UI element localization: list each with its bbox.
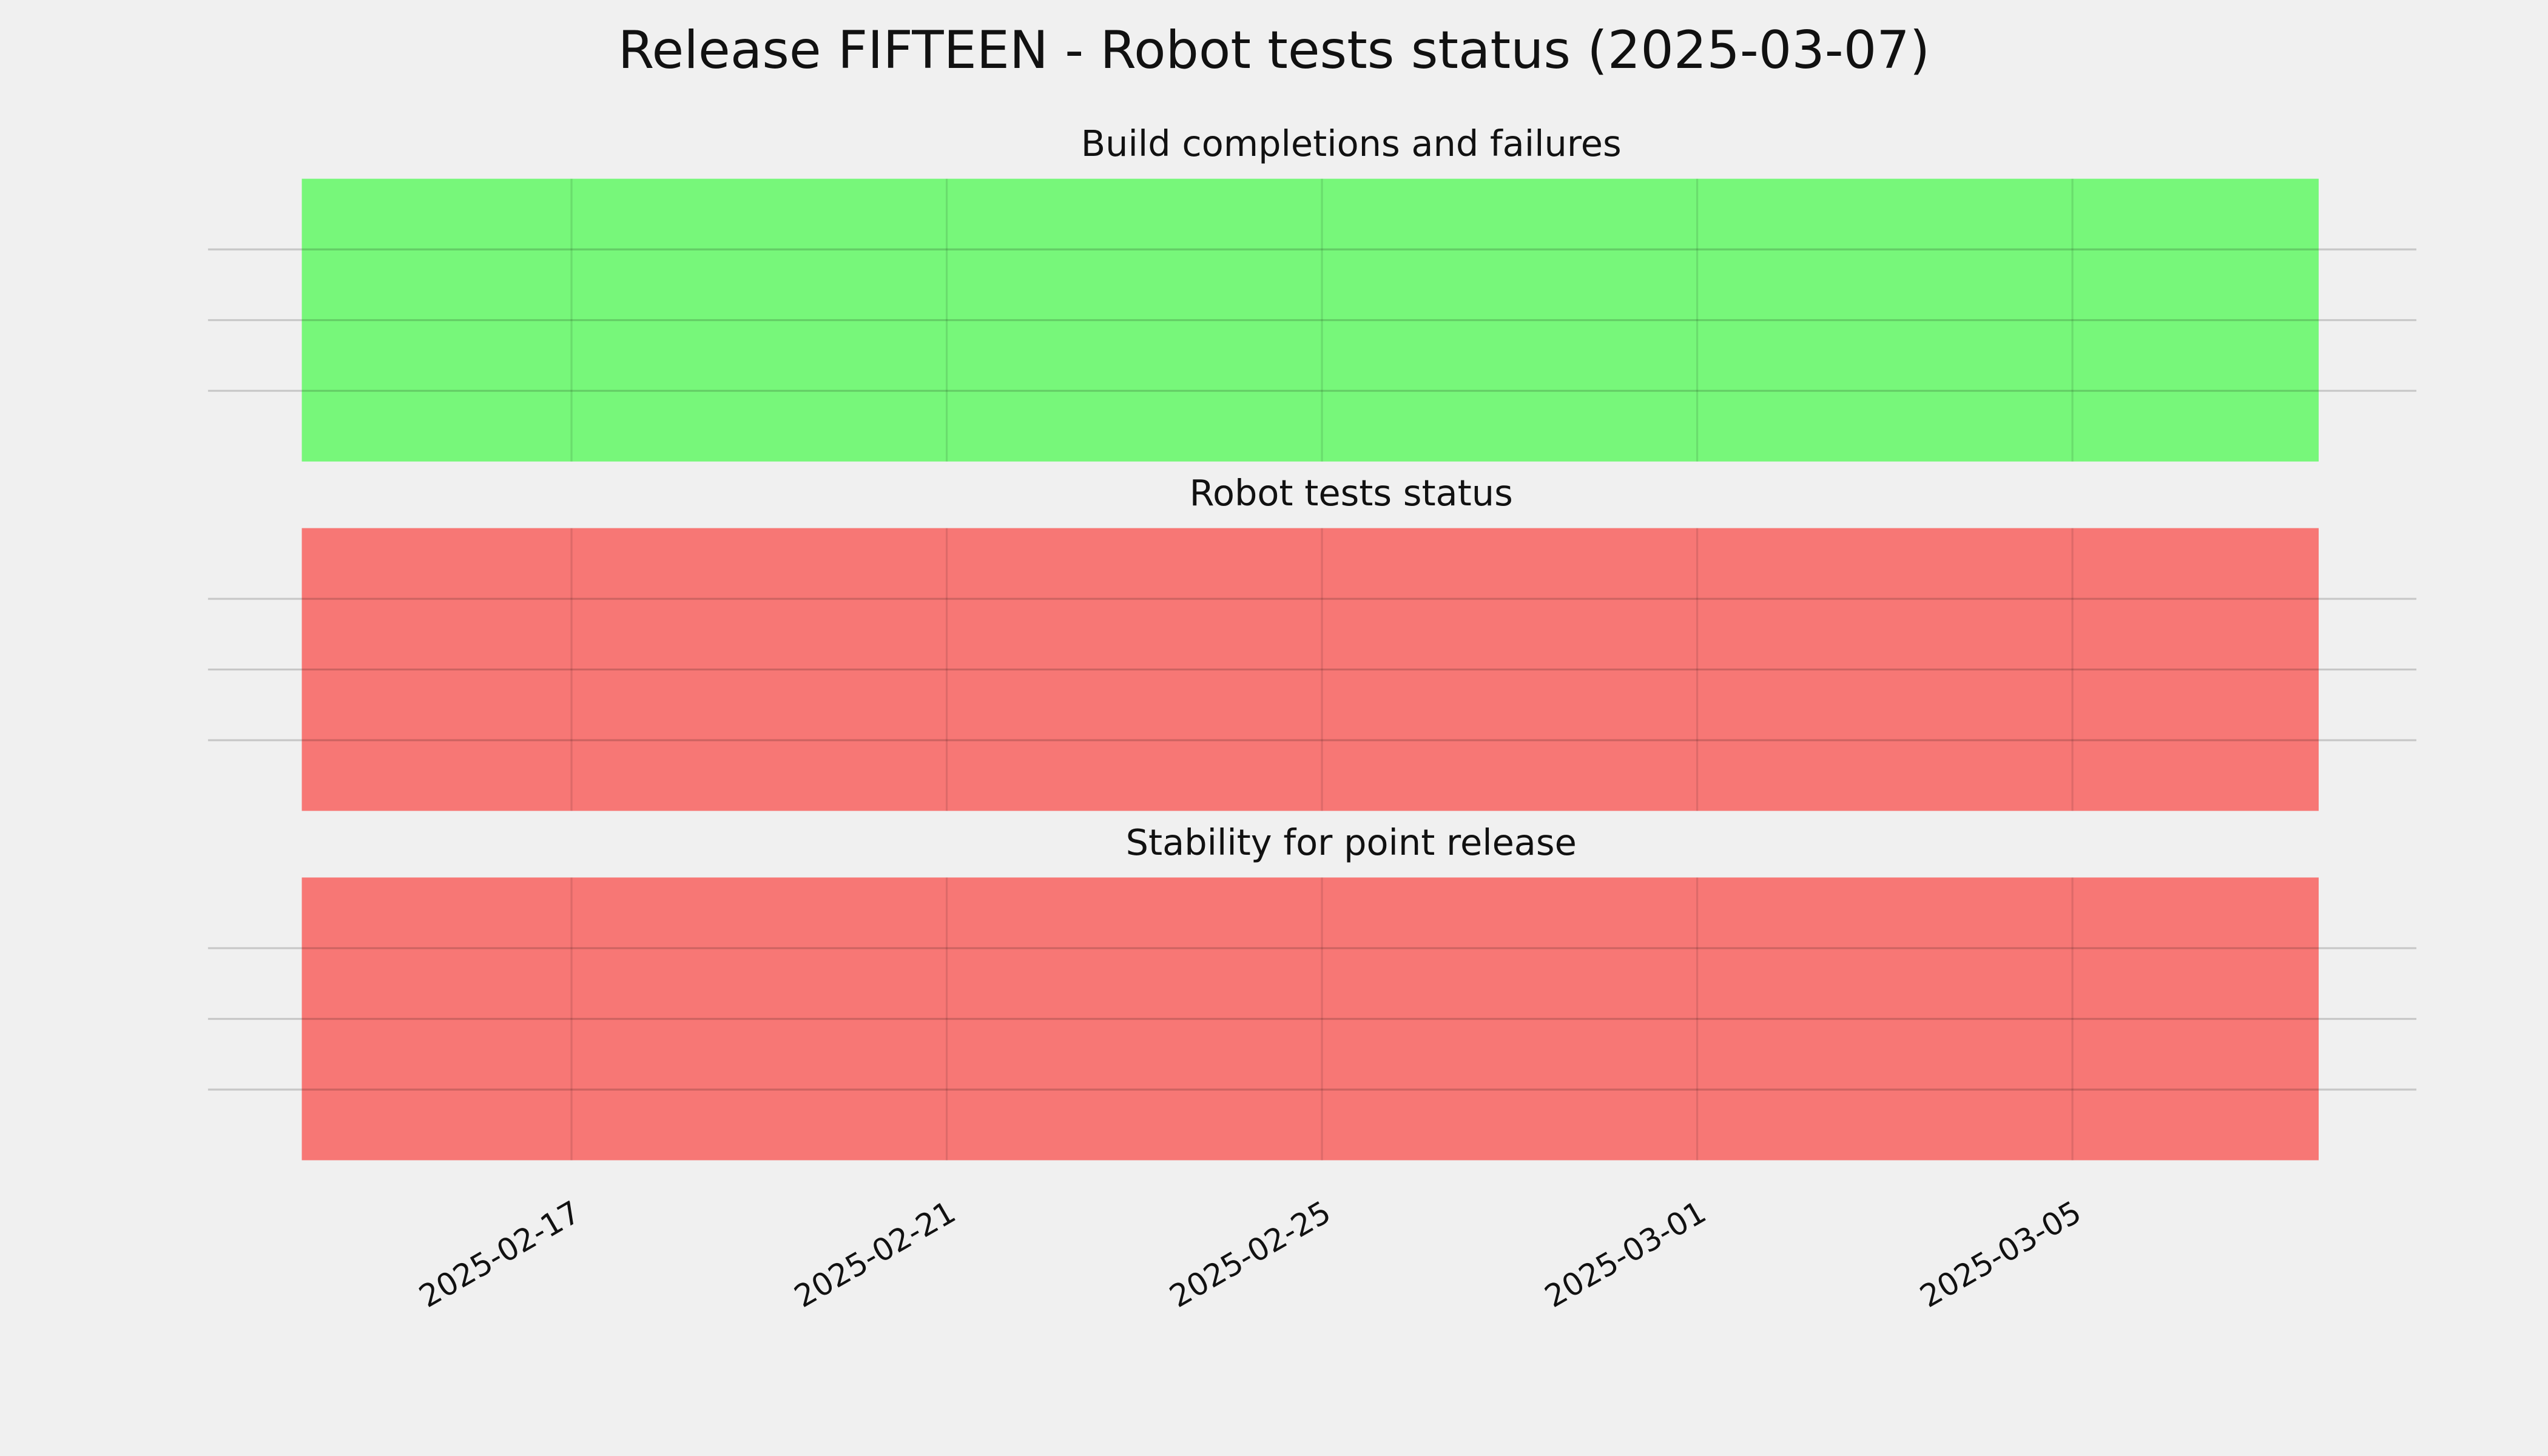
panel-title: Stability for point release — [1126, 821, 1577, 863]
status-span — [302, 877, 2319, 1161]
panel-title: Build completions and failures — [1081, 123, 1622, 164]
status-span — [302, 528, 2319, 811]
status-span — [302, 178, 2319, 462]
chart-title: Release FIFTEEN - Robot tests status (20… — [618, 20, 1930, 81]
panel-title: Robot tests status — [1190, 472, 1513, 514]
